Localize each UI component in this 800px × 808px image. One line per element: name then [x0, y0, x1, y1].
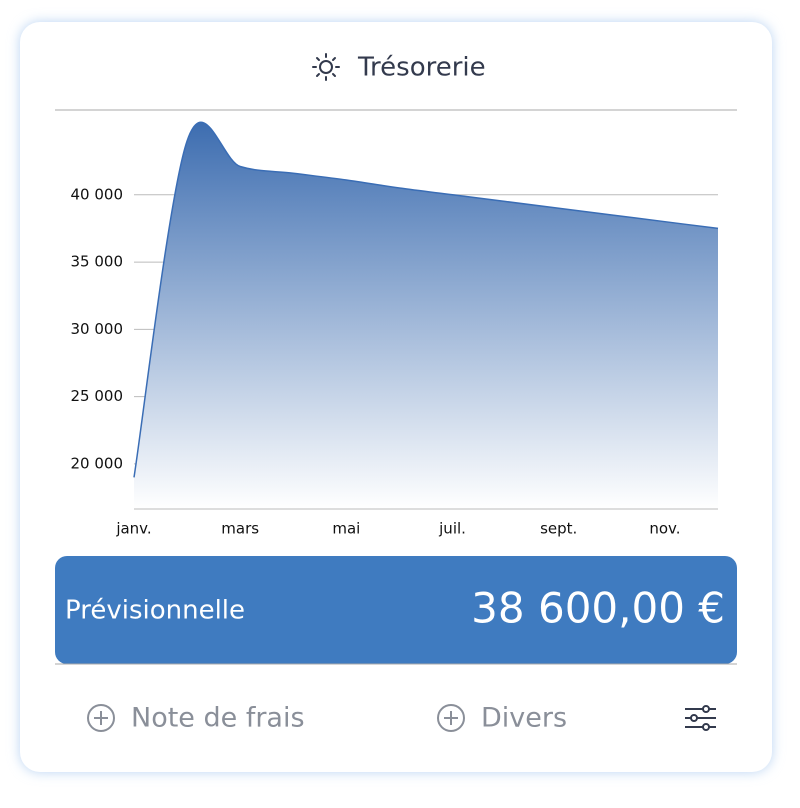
x-tick-label: mai [332, 520, 360, 538]
chart: 20 000 25 000 30 000 35 000 40 000 janv. mars m… [71, 121, 719, 538]
add-misc-button[interactable]: Divers [437, 703, 567, 734]
plus-icon [437, 704, 465, 732]
y-tick-label: 25 000 [71, 387, 124, 405]
y-tick-label: 30 000 [71, 320, 124, 338]
summary-value: 38 600,00 € [471, 584, 725, 633]
button-label: Divers [481, 703, 567, 734]
summary-label: Prévisionnelle [65, 596, 245, 626]
y-tick-label: 40 000 [71, 185, 124, 203]
x-tick-label: mars [221, 520, 259, 538]
plus-icon [87, 704, 115, 732]
plus-icon [94, 711, 108, 725]
add-expense-button[interactable]: Note de frais [87, 703, 305, 734]
title: Trésorerie [357, 53, 486, 83]
line [133, 121, 719, 478]
x-tick-label: sept. [540, 520, 577, 538]
button-label: Note de frais [131, 703, 305, 734]
y-tick-label: 35 000 [71, 253, 124, 271]
x-tick-label: juil. [438, 520, 466, 538]
y-tick-label: 20 000 [71, 454, 124, 472]
x-tick-label: nov. [649, 520, 680, 538]
settings-button[interactable] [685, 705, 716, 731]
summary-box [55, 556, 737, 664]
area [134, 122, 718, 510]
sun-icon [312, 53, 340, 81]
plus-icon [444, 711, 458, 725]
x-tick-label: janv. [115, 520, 151, 538]
